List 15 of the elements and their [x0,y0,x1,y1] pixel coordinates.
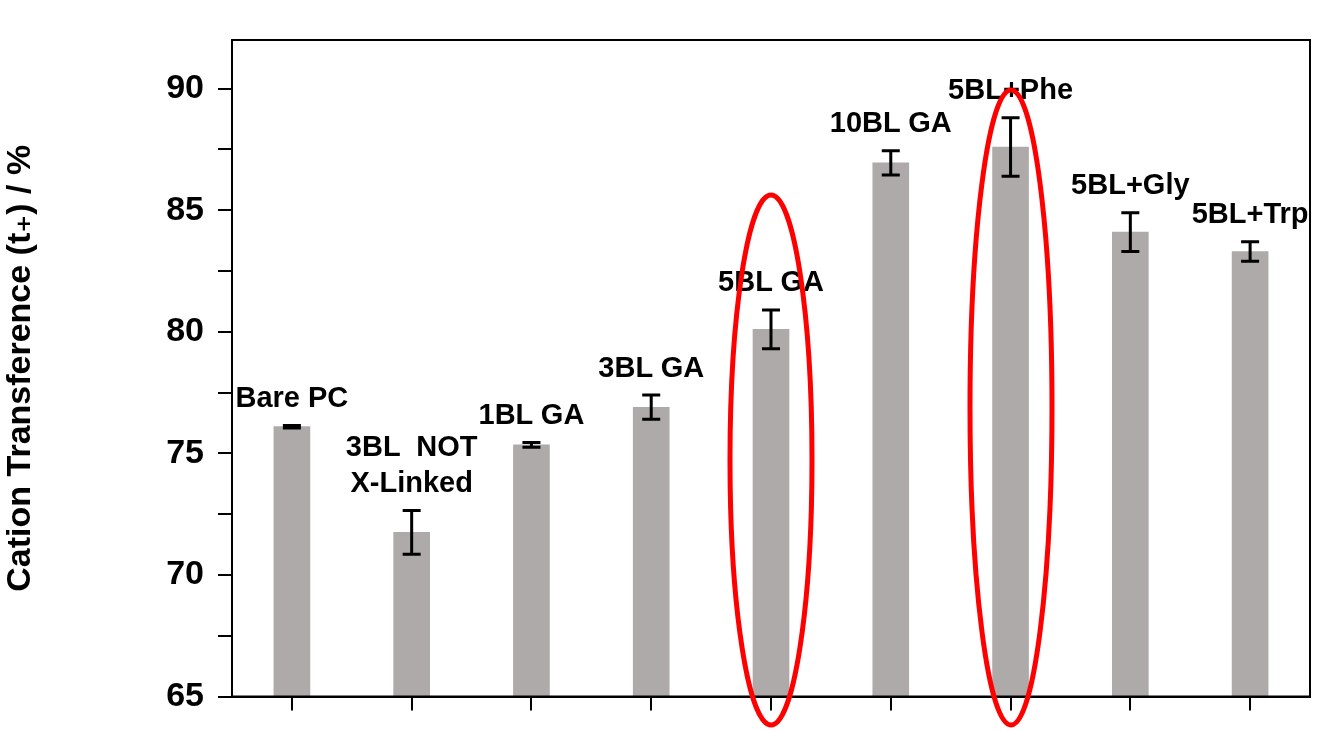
y-tick-label: 70 [166,553,204,592]
y-tick-label: 90 [166,67,204,106]
x-tick-label: 5BL+Gly [1071,168,1190,201]
x-tick-label: 1BL GA [478,397,585,430]
x-tick-label: 5BL+Phe [948,73,1074,106]
y-tick-label: 85 [166,188,204,227]
x-tick-label: 3BL GA [598,350,705,383]
y-tick-label: 80 [166,310,204,349]
x-tick-label: 5BL+Trp [1191,197,1309,230]
y-axis-title: Cation Transference (t₊) / % [0,144,37,592]
x-tick-label: 10BL GA [829,106,952,139]
y-tick-label: 65 [166,674,204,713]
y-tick-label: 75 [166,431,204,470]
x-tick-label: Bare PC [235,380,349,413]
x-tick-label: 3BL NOT X-Linked [345,430,478,499]
